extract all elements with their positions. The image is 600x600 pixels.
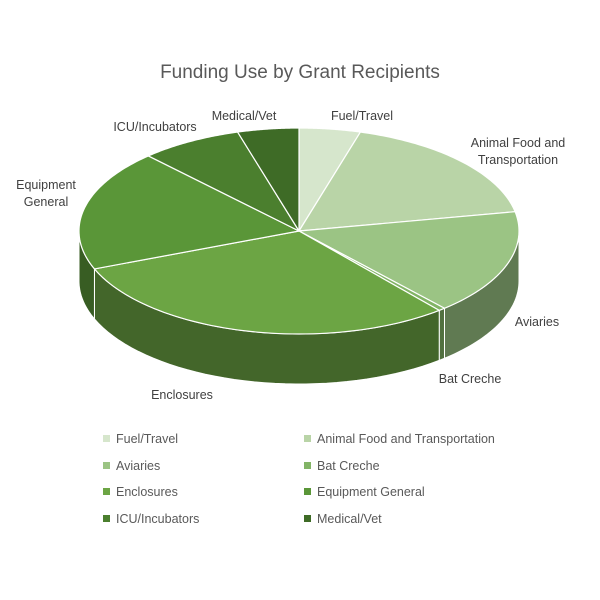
pie-slice-animal-food-and-transportation — [298, 131, 516, 232]
legend-swatch — [304, 488, 311, 495]
legend-swatch — [103, 435, 110, 442]
legend-swatch — [103, 514, 110, 522]
slice-label-medical-vet: Medical/Vet — [212, 109, 277, 123]
pie-side-3 — [438, 307, 445, 362]
slice-label-enclosures: Enclosures — [151, 388, 213, 402]
legend-label: Aviaries — [116, 458, 161, 473]
legend-item: ICU/Incubators — [103, 512, 199, 526]
legend-item: Animal Food and Transportation — [304, 432, 495, 446]
chart-title: Funding Use by Grant Recipients — [160, 62, 440, 83]
pie-slice-aviaries — [298, 211, 520, 309]
legend-label: ICU/Incubators — [116, 511, 200, 526]
legend-label: Medical/Vet — [317, 511, 382, 526]
legend-label: Enclosures — [116, 485, 178, 499]
slice-label-animal-food-and-transportation: Animal Food and Transportation — [471, 136, 566, 167]
slice-labels: Fuel/Travel Animal Food and Transportation… — [16, 109, 565, 402]
legend-label: Bat Creche — [317, 458, 380, 473]
slice-label-icu-incubators: ICU/Incubators — [113, 120, 196, 134]
legend-item: Equipment General — [304, 485, 425, 499]
legend-item: Medical/Vet — [304, 512, 382, 526]
legend-item: Aviaries — [103, 459, 160, 473]
legend-swatch — [304, 461, 311, 469]
legend-swatch — [103, 461, 110, 469]
legend-swatch — [103, 488, 110, 495]
legend-item: Fuel/Travel — [103, 432, 178, 446]
slice-label-bat-creche: Bat Creche — [439, 372, 502, 386]
legend-item: Bat Creche — [304, 459, 380, 473]
legend-item: Enclosures — [103, 485, 178, 499]
pie-slice-icu-incubators — [147, 131, 300, 232]
pie-slice-bat-creche — [298, 230, 446, 311]
pie-slice-medical-vet — [237, 127, 300, 232]
legend-swatch — [304, 514, 311, 522]
pie-slices — [78, 127, 520, 335]
slice-label-fuel-travel: Fuel/Travel — [331, 109, 393, 123]
slice-label-equipment-general: Equipment General — [16, 178, 76, 209]
pie-slice-enclosures — [93, 230, 440, 335]
legend-label: Fuel/Travel — [116, 432, 179, 446]
pie-slice-equipment-general — [78, 155, 300, 270]
legend-label: Animal Food and Transportation — [317, 432, 495, 446]
slice-label-aviaries: Aviaries — [515, 315, 559, 329]
legend-label: Equipment General — [317, 485, 425, 499]
legend-swatch — [304, 435, 311, 442]
